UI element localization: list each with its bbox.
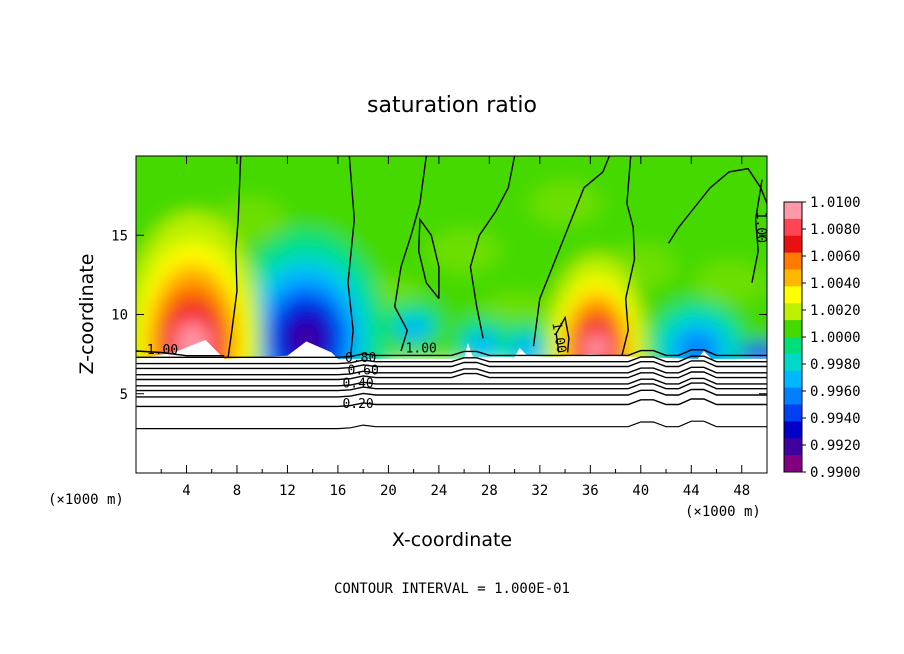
contour-line: [136, 349, 767, 358]
colorbar-label: 1.0060: [810, 249, 861, 265]
contour-line: [417, 217, 440, 300]
plot-area: [136, 156, 767, 473]
field-minimum-layer: [395, 316, 432, 341]
contour-line: [532, 156, 610, 347]
field-blob: [213, 197, 286, 242]
colorbar-swatch: [784, 269, 802, 287]
y-tick-label: 5: [120, 387, 128, 403]
colorbar-label: 0.9980: [810, 357, 861, 373]
contour-line: [136, 377, 767, 387]
colorbar-swatch: [784, 202, 802, 220]
contour-line: [136, 382, 767, 392]
colorbar-label: 1.0040: [810, 276, 861, 292]
contour-labels: 1.00 1.00 1.00 1.00 0.800.600.40 0.20: [147, 212, 768, 412]
colorbar-label: 0.9940: [810, 411, 861, 427]
contour-line: [393, 156, 427, 352]
contour-line: [668, 167, 767, 244]
colorbar-label: 1.0020: [810, 303, 861, 319]
colorbar: 1.0100 1.0080 1.0060 1.0040 1.0020 1.0000 0.99…: [783, 195, 861, 481]
x-tick-label: 12: [279, 483, 296, 499]
colorbar-label: 1.0100: [810, 195, 861, 211]
contour-label: 1.00: [406, 342, 437, 357]
colorbar-swatch: [784, 438, 802, 456]
x-tick-label: 24: [430, 483, 447, 499]
contour-label: 1.00: [753, 212, 768, 243]
contour-label: 0.80: [345, 351, 376, 366]
x-tick-label: 44: [683, 483, 700, 499]
colorbar-swatch: [784, 303, 802, 321]
x-tick-label: 4: [182, 483, 190, 499]
saturation-field: [136, 156, 767, 473]
colorbar-swatch: [784, 387, 802, 405]
x-unit-left: (×1000 m): [48, 492, 124, 508]
y-tick-label: 10: [111, 308, 128, 324]
contour-label: 1.00: [147, 343, 178, 358]
colorbar-swatch: [784, 404, 802, 422]
contour-line: [751, 179, 763, 283]
contour-interval-note: CONTOUR INTERVAL = 1.000E-01: [334, 581, 570, 597]
x-axis-label: X-coordinate: [392, 529, 512, 551]
contour-line: [136, 360, 767, 370]
y-axis: 5 10 15: [111, 228, 767, 403]
x-tick-label: 40: [632, 483, 649, 499]
contour-line: [136, 420, 767, 430]
colorbar-swatch: [784, 286, 802, 304]
field-minimum-layer: [738, 342, 767, 363]
contour-label: 0.20: [342, 397, 373, 412]
chart-title: saturation ratio: [367, 93, 537, 118]
contour-label: 1.00: [548, 321, 568, 354]
y-tick-label: 15: [111, 228, 128, 244]
colorbar-swatch: [784, 337, 802, 355]
contour-line: [347, 156, 356, 358]
colorbar-swatch: [784, 218, 802, 237]
contour-lines: [136, 156, 767, 430]
contour-line: [136, 371, 767, 381]
field-blob: [428, 229, 501, 274]
contour-line: [136, 355, 767, 365]
x-tick-label: 8: [233, 483, 241, 499]
colorbar-label: 1.0080: [810, 222, 861, 238]
x-tick-label: 28: [481, 483, 498, 499]
contour-label: 0.60: [348, 364, 379, 379]
contour-line: [136, 366, 767, 376]
colorbar-label: 0.9920: [810, 438, 861, 454]
colorbar-swatch: [784, 353, 802, 372]
x-tick-label: 20: [380, 483, 397, 499]
x-tick-label: 48: [733, 483, 750, 499]
colorbar-swatch: [784, 252, 802, 270]
y-axis-label: Z-coordinate: [76, 254, 98, 375]
contour-line: [555, 315, 570, 353]
colorbar-swatch: [784, 235, 802, 254]
field-blob: [693, 260, 766, 305]
x-unit-right: (×1000 m): [685, 504, 761, 520]
x-tick-label: 32: [531, 483, 548, 499]
contour-line: [469, 156, 516, 339]
contour-line: [136, 388, 767, 398]
contour-label: 0.40: [342, 376, 373, 391]
contour-line: [621, 156, 636, 356]
colorbar-swatch: [784, 455, 802, 473]
colorbar-label: 0.9900: [810, 465, 861, 481]
x-tick-label: 16: [329, 483, 346, 499]
contour-line: [136, 350, 225, 357]
colorbar-label: 1.0000: [810, 330, 861, 346]
colorbar-swatch: [784, 370, 802, 389]
x-tick-label: 36: [582, 483, 599, 499]
colorbar-label: 0.9960: [810, 384, 861, 400]
field-blob: [529, 181, 602, 226]
contour-line: [227, 156, 242, 358]
x-axis: 4 8 12 16 20 24 28 32 36 40 44 48: [160, 156, 750, 499]
contour-line: [136, 398, 767, 408]
field-minimum-layer: [465, 332, 502, 357]
colorbar-swatch: [784, 421, 802, 439]
colorbar-swatch: [784, 320, 802, 338]
